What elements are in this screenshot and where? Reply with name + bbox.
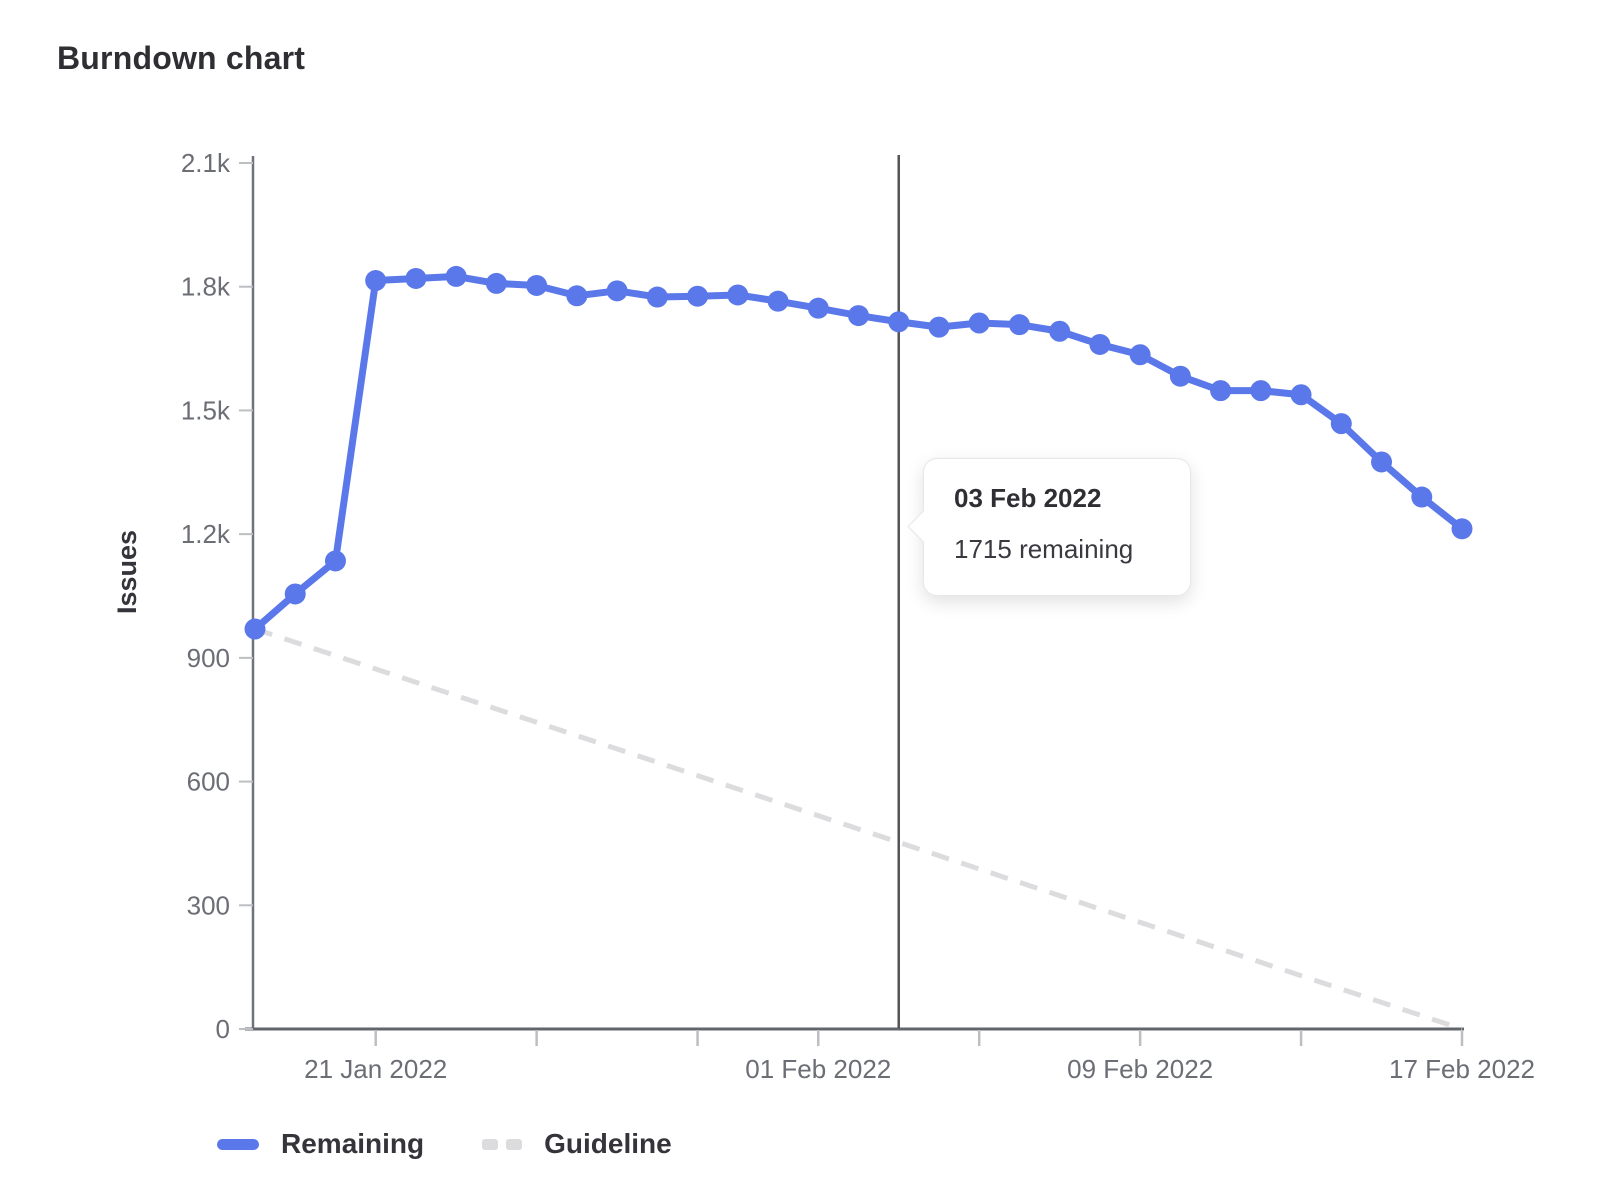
data-point[interactable] <box>405 267 427 289</box>
data-point[interactable] <box>928 316 950 338</box>
x-tick-label: 09 Feb 2022 <box>1067 1054 1213 1084</box>
data-point[interactable] <box>727 284 749 306</box>
data-point[interactable] <box>1290 384 1312 406</box>
data-point[interactable] <box>687 285 709 307</box>
guideline-line <box>254 626 1463 1032</box>
data-point[interactable] <box>1330 413 1352 435</box>
data-point[interactable] <box>1089 333 1111 355</box>
x-tick-label: 17 Feb 2022 <box>1389 1054 1535 1084</box>
y-tick-label: 1.5k <box>181 395 231 425</box>
tooltip: 03 Feb 2022 1715 remaining <box>907 458 1191 596</box>
remaining-swatch-icon <box>217 1138 259 1150</box>
y-tick-label: 300 <box>187 890 230 920</box>
data-point[interactable] <box>1411 486 1433 508</box>
data-point[interactable] <box>1008 314 1030 336</box>
data-point[interactable] <box>244 618 266 640</box>
data-point[interactable] <box>445 265 467 287</box>
data-point[interactable] <box>1129 344 1151 366</box>
data-point[interactable] <box>284 583 306 605</box>
chart-legend: Remaining Guideline <box>217 1128 730 1160</box>
data-point[interactable] <box>365 270 387 292</box>
data-point[interactable] <box>1451 518 1473 540</box>
guideline-swatch-icon <box>482 1138 523 1150</box>
legend-item-remaining[interactable]: Remaining <box>217 1128 424 1160</box>
legend-item-guideline[interactable]: Guideline <box>482 1128 672 1160</box>
data-point[interactable] <box>1250 380 1272 402</box>
page-title: Burndown chart <box>57 40 306 76</box>
y-tick-label: 600 <box>187 767 230 797</box>
data-point[interactable] <box>526 274 548 296</box>
y-tick-label: 1.8k <box>181 272 231 302</box>
data-point[interactable] <box>485 272 507 294</box>
data-point[interactable] <box>566 285 588 307</box>
data-point[interactable] <box>807 297 829 319</box>
data-point[interactable] <box>848 305 869 327</box>
data-point[interactable] <box>324 550 346 572</box>
data-point[interactable] <box>646 286 668 308</box>
tooltip-date: 03 Feb 2022 <box>954 483 1102 513</box>
data-point[interactable] <box>1169 365 1191 387</box>
data-point[interactable] <box>767 290 789 312</box>
tooltip-value: 1715 remaining <box>954 534 1134 564</box>
y-tick-label: 900 <box>187 643 230 673</box>
x-tick-label: 01 Feb 2022 <box>745 1054 891 1084</box>
dash-segment <box>506 1138 523 1150</box>
legend-label-guideline: Guideline <box>544 1128 672 1159</box>
remaining-line[interactable] <box>251 272 1466 633</box>
data-point[interactable] <box>606 280 628 302</box>
data-point[interactable] <box>1371 451 1393 473</box>
data-point[interactable] <box>1210 380 1232 402</box>
y-tick-label: 1.2k <box>181 519 231 549</box>
data-point[interactable] <box>968 312 990 334</box>
data-point[interactable] <box>888 311 910 333</box>
x-tick-label: 21 Jan 2022 <box>304 1054 447 1084</box>
data-point[interactable] <box>1049 320 1071 342</box>
y-tick-label: 2.1k <box>181 148 231 178</box>
dash-segment <box>482 1138 499 1150</box>
legend-label-remaining: Remaining <box>281 1128 425 1159</box>
y-tick-label: 0 <box>216 1014 230 1044</box>
